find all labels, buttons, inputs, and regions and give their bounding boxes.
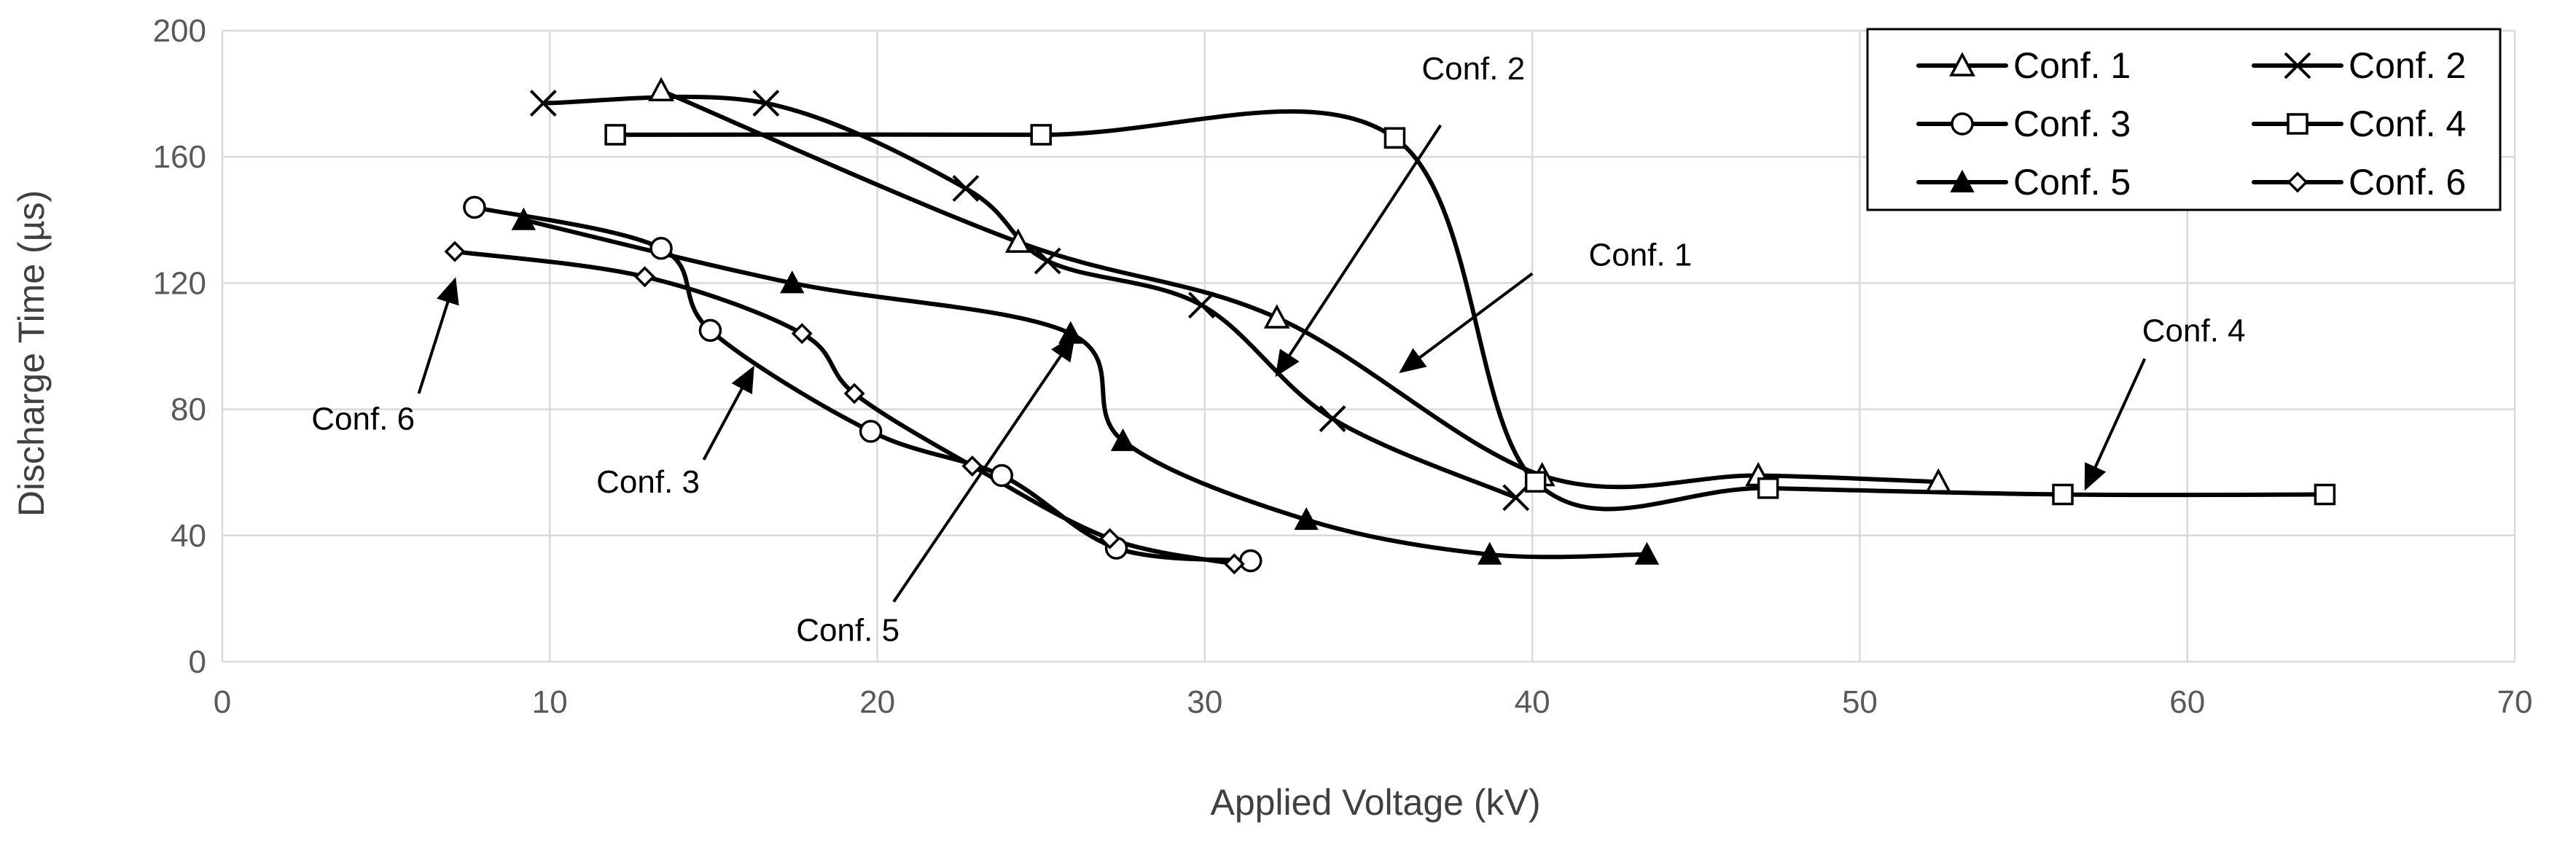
point-conf-1-6 bbox=[1925, 468, 1952, 493]
legend-label-conf-5: Conf. 5 bbox=[2013, 162, 2131, 203]
point-conf-1-3 bbox=[1263, 304, 1290, 329]
y-tick-label-80: 80 bbox=[171, 392, 206, 428]
y-tick-label-120: 120 bbox=[153, 265, 206, 301]
y-tick-label-200: 200 bbox=[153, 13, 206, 49]
annotation-label-conf-2: Conf. 2 bbox=[1421, 51, 1525, 87]
point-conf-4-6 bbox=[2052, 483, 2074, 506]
annotation-arrow-conf-5 bbox=[892, 334, 1076, 603]
annotation-arrow-conf-2 bbox=[1275, 124, 1443, 378]
point-conf-3-4 bbox=[859, 420, 883, 443]
point-conf-5-5 bbox=[1294, 507, 1319, 531]
point-conf-6-3 bbox=[791, 323, 813, 345]
legend-marker-conf-6 bbox=[2287, 171, 2308, 193]
point-conf-1-1 bbox=[648, 77, 674, 102]
point-conf-2-7-stroke-b bbox=[1502, 484, 1530, 512]
point-conf-6-6 bbox=[1099, 528, 1121, 549]
x-tick-label-50: 50 bbox=[1842, 684, 1878, 720]
annotation-label-conf-4: Conf. 4 bbox=[2142, 313, 2246, 348]
point-conf-2-3-stroke-b bbox=[952, 175, 980, 202]
annotation-label-conf-1: Conf. 1 bbox=[1588, 237, 1692, 273]
point-conf-6-5 bbox=[961, 455, 983, 477]
y-tick-label-0: 0 bbox=[189, 644, 206, 680]
x-axis-title: Applied Voltage (kV) bbox=[1210, 782, 1540, 823]
legend-label-conf-6: Conf. 6 bbox=[2349, 162, 2466, 203]
point-conf-2-7 bbox=[1502, 484, 1530, 512]
y-tick-label-160: 160 bbox=[153, 139, 206, 175]
point-conf-6-2 bbox=[634, 266, 656, 288]
legend-marker-conf-2 bbox=[2284, 52, 2311, 79]
annotation-label-conf-3: Conf. 3 bbox=[596, 464, 700, 500]
point-conf-4-5 bbox=[1757, 477, 1779, 499]
point-conf-6-7 bbox=[1223, 553, 1245, 575]
annotation-label-conf-5: Conf. 5 bbox=[796, 613, 899, 649]
legend-label-conf-1: Conf. 1 bbox=[2013, 45, 2131, 86]
point-conf-4-2 bbox=[1030, 124, 1052, 146]
legend-marker-conf-1 bbox=[1949, 52, 1975, 77]
legend-label-conf-3: Conf. 3 bbox=[2013, 103, 2131, 144]
point-conf-6-1 bbox=[444, 240, 466, 262]
series-line-conf-5 bbox=[521, 217, 1650, 560]
legend-marker-conf-2-stroke-b bbox=[2284, 52, 2311, 79]
point-conf-3-3 bbox=[698, 318, 722, 343]
point-conf-2-6 bbox=[1319, 405, 1346, 433]
x-tick-label-40: 40 bbox=[1515, 684, 1550, 720]
point-conf-3-2 bbox=[649, 237, 673, 260]
point-conf-5-6 bbox=[1478, 541, 1502, 565]
legend-marker-conf-4 bbox=[2287, 113, 2308, 135]
point-conf-5-2 bbox=[780, 270, 805, 294]
tick-labels: 0 40 80 120 160 200 0 10 20 30 40 50 60 70 bbox=[153, 13, 2533, 720]
legend: Conf. 1 Conf. 2 Conf. 3 Conf. 4 Conf. 5 Conf.… bbox=[1866, 28, 2502, 211]
legend-marker-conf-5 bbox=[1950, 169, 1975, 192]
x-tick-label-0: 0 bbox=[214, 684, 231, 720]
annotations: Conf. 2 Conf. 1 Conf. 4 Conf. 6 Conf. 3 Conf.… bbox=[311, 51, 2245, 649]
point-conf-3-5 bbox=[990, 463, 1014, 488]
series-markers bbox=[444, 77, 2336, 575]
x-tick-label-20: 20 bbox=[859, 684, 895, 720]
legend-label-conf-2: Conf. 2 bbox=[2349, 45, 2466, 86]
point-conf-1-2 bbox=[1004, 228, 1031, 253]
point-conf-6-4 bbox=[843, 383, 865, 404]
y-tick-label-40: 40 bbox=[171, 518, 206, 554]
point-conf-2-2-stroke-b bbox=[752, 90, 780, 117]
point-conf-5-7 bbox=[1634, 541, 1660, 565]
point-conf-4-3 bbox=[1383, 127, 1406, 149]
x-tick-label-10: 10 bbox=[532, 684, 568, 720]
point-conf-5-1 bbox=[511, 207, 536, 230]
point-conf-3-7 bbox=[1239, 549, 1262, 573]
point-conf-2-4 bbox=[1034, 247, 1061, 275]
point-conf-4-1 bbox=[604, 124, 626, 146]
point-conf-5-4 bbox=[1110, 428, 1136, 451]
legend-marker-conf-3 bbox=[1951, 112, 1974, 136]
annotation-arrow-conf-3 bbox=[702, 365, 754, 461]
point-conf-4-4 bbox=[1524, 471, 1547, 493]
point-conf-2-1 bbox=[529, 90, 557, 117]
point-conf-2-3 bbox=[952, 175, 980, 202]
point-conf-2-5-stroke-b bbox=[1187, 292, 1215, 319]
point-conf-2-6-stroke-b bbox=[1319, 405, 1346, 433]
point-conf-2-2 bbox=[752, 90, 780, 117]
annotation-arrow-conf-6 bbox=[417, 277, 459, 394]
annotation-label-conf-6: Conf. 6 bbox=[311, 402, 415, 437]
point-conf-4-7 bbox=[2314, 483, 2336, 506]
series-line-conf-4 bbox=[613, 109, 2327, 512]
annotation-arrow-conf-1 bbox=[1399, 272, 1534, 374]
x-tick-label-30: 30 bbox=[1187, 684, 1222, 720]
x-tick-label-70: 70 bbox=[2497, 684, 2533, 720]
point-conf-3-1 bbox=[463, 195, 486, 219]
point-conf-2-4-stroke-b bbox=[1034, 247, 1061, 275]
point-conf-2-1-stroke-b bbox=[529, 90, 557, 117]
legend-label-conf-4: Conf. 4 bbox=[2349, 103, 2466, 144]
annotation-arrow-conf-4 bbox=[2084, 358, 2147, 491]
x-tick-label-60: 60 bbox=[2169, 684, 2205, 720]
point-conf-2-5 bbox=[1187, 292, 1215, 319]
y-axis-title: Discharge Time (µs) bbox=[11, 190, 52, 517]
legend-box bbox=[1866, 28, 2502, 211]
